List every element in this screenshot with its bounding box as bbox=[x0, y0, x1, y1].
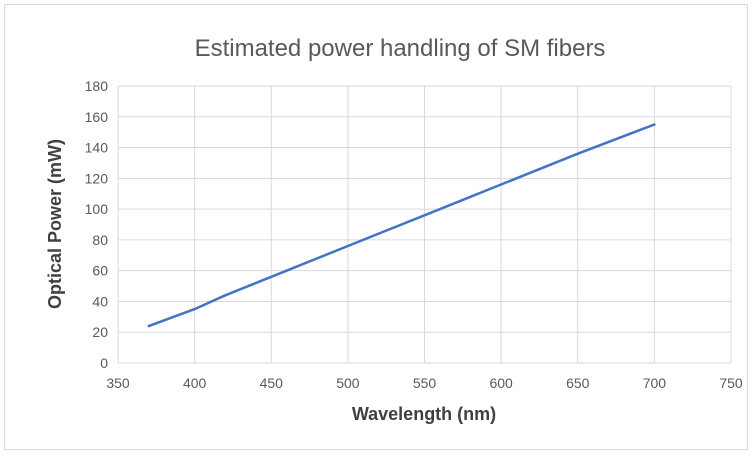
x-tick-label: 400 bbox=[183, 375, 207, 391]
y-tick-label: 100 bbox=[85, 201, 109, 217]
x-tick-label: 700 bbox=[643, 375, 667, 391]
x-tick-label: 500 bbox=[336, 375, 360, 391]
x-tick-label: 350 bbox=[106, 375, 130, 391]
y-tick-label: 180 bbox=[85, 78, 109, 94]
chart-title: Estimated power handling of SM fibers bbox=[195, 35, 606, 62]
series-line bbox=[147, 123, 656, 328]
x-tick-labels: 350 400 450 500 550 600 650 700 750 bbox=[106, 375, 743, 391]
y-tick-label: 160 bbox=[85, 109, 109, 125]
x-tick-label: 600 bbox=[489, 375, 513, 391]
y-tick-label: 20 bbox=[92, 324, 108, 340]
y-tick-label: 140 bbox=[85, 140, 109, 156]
gridlines bbox=[117, 85, 732, 364]
y-tick-label: 120 bbox=[85, 170, 109, 186]
x-axis-label: Wavelength (nm) bbox=[352, 404, 496, 424]
x-tick-label: 650 bbox=[566, 375, 590, 391]
y-tick-label: 40 bbox=[92, 293, 108, 309]
chart-frame bbox=[4, 4, 748, 450]
y-tick-label: 0 bbox=[100, 355, 108, 371]
x-tick-label: 550 bbox=[413, 375, 437, 391]
y-tick-label: 80 bbox=[92, 232, 108, 248]
y-axis-label: Optical Power (mW) bbox=[45, 139, 65, 309]
series-layer bbox=[147, 123, 656, 328]
x-tick-label: 450 bbox=[260, 375, 284, 391]
y-tick-label: 60 bbox=[92, 263, 108, 279]
y-tick-labels: 0 20 40 60 80 100 120 140 160 180 bbox=[85, 78, 109, 371]
x-tick-label: 750 bbox=[719, 375, 743, 391]
